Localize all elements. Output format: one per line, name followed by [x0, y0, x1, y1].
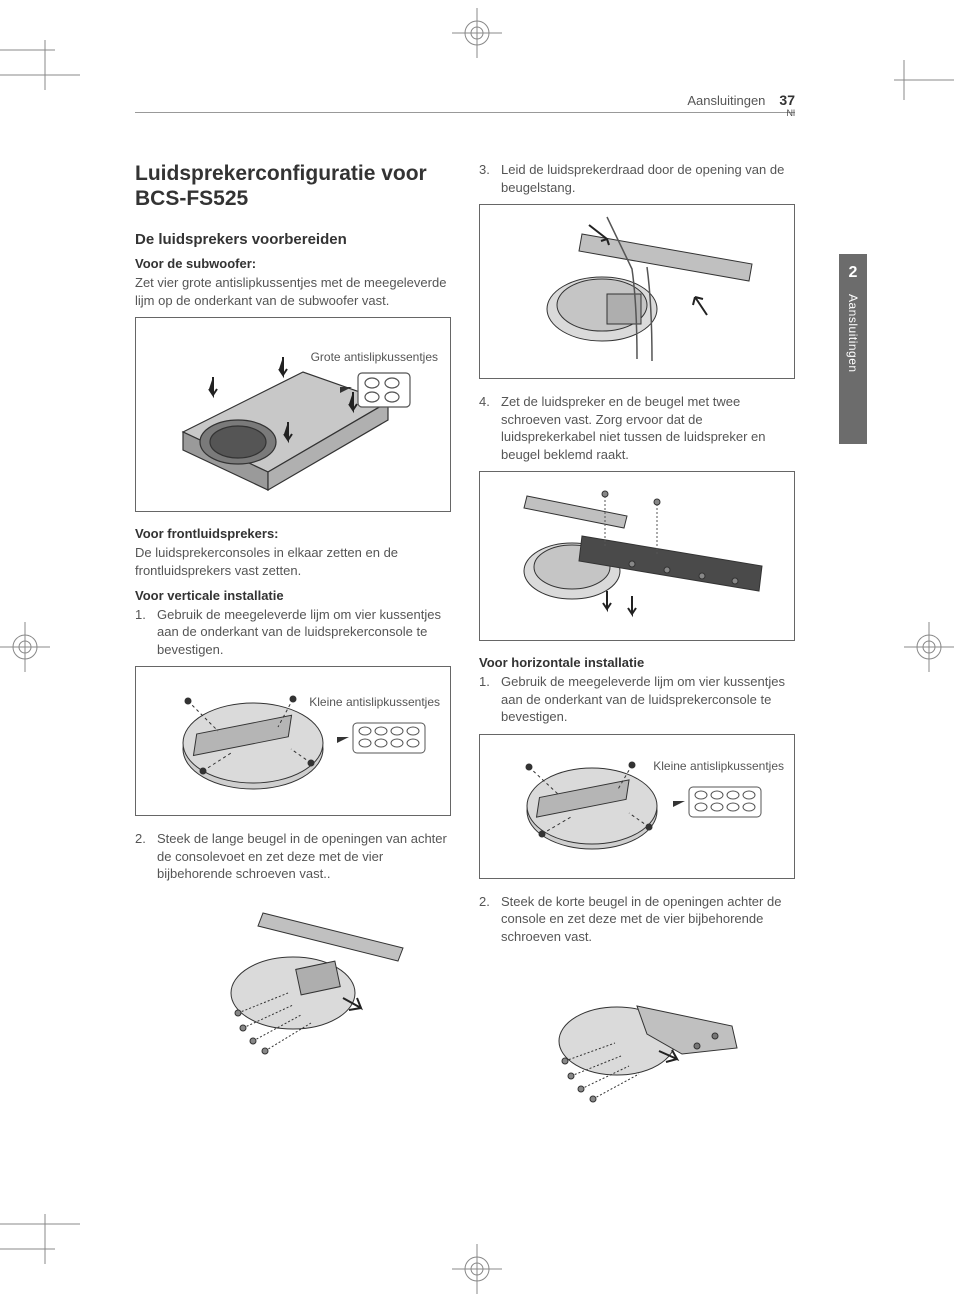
tab-number: 2: [849, 264, 858, 282]
subheading-prepare: De luidsprekers voorbereiden: [135, 231, 451, 248]
figure-attach-speaker: [479, 471, 795, 641]
page-number: 37: [779, 92, 795, 108]
step-number: 3.: [479, 161, 495, 196]
step-text: Steek de korte beugel in de openingen ac…: [501, 893, 795, 946]
label-vertical: Voor verticale installatie: [135, 588, 451, 603]
horizontal-step-2: 2. Steek de korte beugel in de openingen…: [479, 893, 795, 946]
page-body: Aansluitingen 37 Nl Luidsprekerconfigura…: [135, 110, 795, 1123]
figure-label-small-pads: Kleine antislipkussentjes: [309, 695, 440, 709]
label-horizontal: Voor horizontale installatie: [479, 655, 795, 670]
tab-label: Aansluitingen: [846, 294, 860, 373]
figure-short-bracket: [479, 954, 795, 1109]
vertical-step-3: 3. Leid de luidsprekerdraad door de open…: [479, 161, 795, 196]
right-column: 3. Leid de luidsprekerdraad door de open…: [479, 161, 795, 1123]
text-subwoofer: Zet vier grote antislipkussentjes met de…: [135, 274, 451, 309]
step-text: Gebruik de meegeleverde lijm om vier kus…: [157, 606, 451, 659]
figure-wire-routing: [479, 204, 795, 379]
page-title: Luidsprekerconfiguratie voor BCS-FS525: [135, 161, 451, 211]
step-text: Steek de lange beugel in de openingen va…: [157, 830, 451, 883]
step-number: 4.: [479, 393, 495, 463]
figure-label-large-pads: Grote antislipkussentjes: [311, 350, 438, 364]
text-front-speakers: De luidsprekerconsoles in elkaar zetten …: [135, 544, 451, 579]
vertical-step-4: 4. Zet de luidspreker en de beugel met t…: [479, 393, 795, 463]
lang-code: Nl: [787, 108, 796, 118]
figure-horizontal-pads: Kleine antislipkussentjes: [479, 734, 795, 879]
label-subwoofer: Voor de subwoofer:: [135, 256, 451, 271]
step-text: Zet de luidspreker en de beugel met twee…: [501, 393, 795, 463]
step-number: 1.: [479, 673, 495, 726]
section-tab: 2 Aansluitingen: [839, 254, 867, 444]
figure-long-bracket: [135, 891, 451, 1061]
step-text: Gebruik de meegeleverde lijm om vier kus…: [501, 673, 795, 726]
figure-label-small-pads-h: Kleine antislipkussentjes: [653, 759, 784, 773]
label-front-speakers: Voor frontluidsprekers:: [135, 526, 451, 541]
vertical-step-1: 1. Gebruik de meegeleverde lijm om vier …: [135, 606, 451, 659]
step-number: 1.: [135, 606, 151, 659]
figure-console-pads: Kleine antislipkussentjes: [135, 666, 451, 816]
figure-subwoofer-pads: Grote antislipkussentjes: [135, 317, 451, 512]
header-section: Aansluitingen: [687, 93, 765, 108]
step-number: 2.: [479, 893, 495, 946]
vertical-step-2: 2. Steek de lange beugel in de openingen…: [135, 830, 451, 883]
left-column: Luidsprekerconfiguratie voor BCS-FS525 D…: [135, 161, 451, 1123]
horizontal-step-1: 1. Gebruik de meegeleverde lijm om vier …: [479, 673, 795, 726]
step-number: 2.: [135, 830, 151, 883]
step-text: Leid de luidsprekerdraad door de opening…: [501, 161, 795, 196]
